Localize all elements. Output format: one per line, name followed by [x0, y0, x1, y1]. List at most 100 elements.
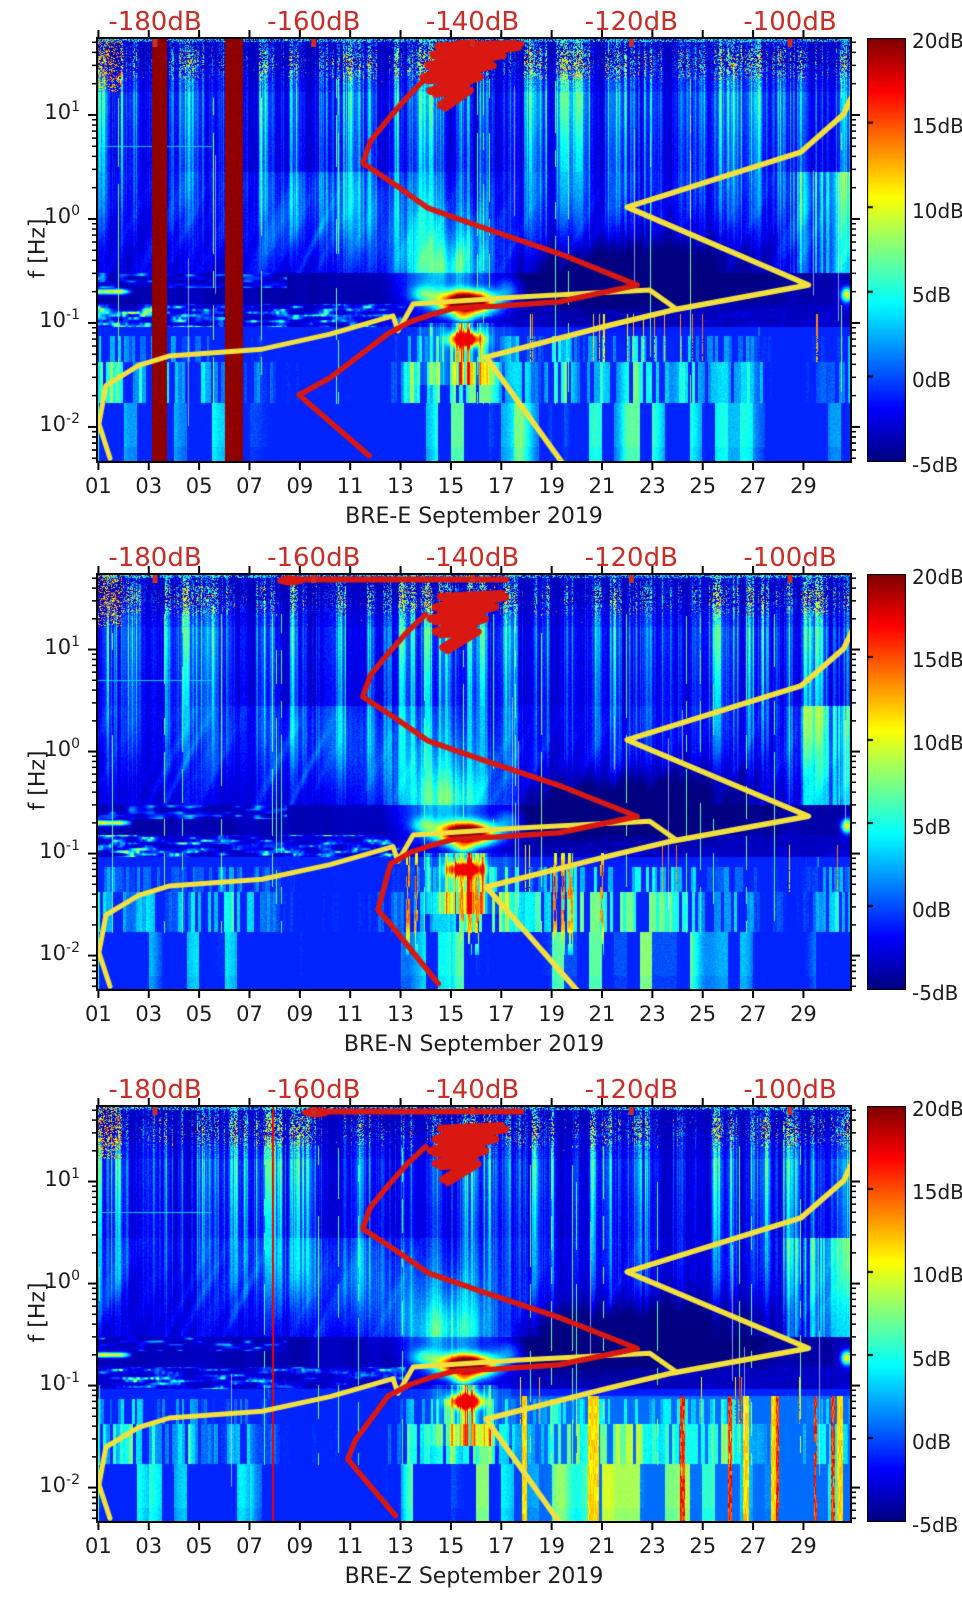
spectrogram-canvas-bre-n: [97, 574, 851, 990]
y-tick-exp: 0: [71, 735, 80, 752]
colorbar-tick-label: 0dB: [912, 897, 952, 922]
y-tick-major-right: [851, 217, 860, 220]
y-tick-minor: [92, 857, 97, 859]
x-tick-label: 03: [135, 1002, 163, 1026]
colorbar: [867, 1106, 906, 1522]
x-tick: [248, 462, 251, 470]
x-tick-label: 09: [286, 1002, 314, 1026]
x-tick-label: 03: [135, 474, 163, 498]
colorbar-tick-label: 5dB: [912, 1346, 952, 1371]
colorbar-tick-label: 20dB: [912, 565, 962, 589]
x-tick-top: [550, 566, 553, 574]
y-tick-base: 10: [39, 411, 67, 436]
top-axis-label: -140dB: [425, 7, 520, 37]
y-tick-minor-right: [851, 51, 856, 54]
x-tick-top: [97, 30, 100, 38]
x-tick-label: 29: [790, 474, 817, 498]
y-tick-minor-right: [851, 720, 856, 722]
x-tick-label: 29: [790, 1534, 817, 1558]
y-tick-minor: [92, 600, 97, 602]
x-tick-label: 13: [387, 1002, 414, 1026]
x-tick-top: [147, 30, 150, 38]
y-tick-minor-right: [851, 145, 856, 148]
y-tick-minor-right: [851, 671, 856, 673]
x-tick: [248, 990, 251, 998]
y-tick-minor-right: [851, 41, 856, 44]
y-tick-exp: -2: [66, 939, 80, 956]
y-tick-minor: [92, 868, 97, 871]
y-tick-minor: [92, 249, 97, 252]
y-tick-minor: [92, 1509, 97, 1511]
y-tick-minor: [92, 1517, 97, 1520]
y-tick-base: 10: [39, 1370, 67, 1395]
y-tick-major-right: [851, 852, 860, 855]
y-tick-major: [88, 1282, 97, 1285]
y-tick-minor-right: [851, 1305, 856, 1307]
y-tick-minor: [92, 862, 97, 865]
x-tick-label: 17: [487, 1002, 515, 1026]
top-axis-label: -120dB: [584, 543, 678, 573]
y-tick-label: 100: [22, 203, 80, 228]
y-tick-minor: [92, 964, 97, 967]
y-tick-minor-right: [851, 600, 856, 602]
y-tick-minor: [92, 130, 97, 132]
y-tick-minor-right: [851, 353, 856, 356]
y-tick-minor: [92, 970, 97, 973]
x-tick: [601, 462, 603, 470]
x-tick: [550, 990, 553, 998]
y-tick-minor-right: [851, 1400, 856, 1403]
y-tick-minor: [92, 1425, 97, 1427]
x-tick-label: 15: [437, 474, 465, 498]
x-tick: [802, 1522, 805, 1530]
y-tick-minor-right: [851, 1509, 856, 1511]
x-tick-label: 09: [286, 474, 314, 498]
y-tick-exp: -2: [66, 1471, 80, 1488]
x-tick-top: [802, 30, 805, 38]
y-tick-minor: [92, 618, 97, 620]
y-tick-minor-right: [851, 249, 856, 252]
y-tick-minor: [92, 1109, 97, 1111]
x-tick: [500, 462, 503, 470]
x-tick: [752, 462, 755, 470]
x-tick-label: 05: [185, 1002, 213, 1026]
y-tick-base: 10: [39, 1472, 67, 1497]
y-tick-minor-right: [851, 186, 856, 189]
axes-frame: [88, 566, 860, 998]
x-tick-top: [147, 566, 150, 574]
y-tick-minor-right: [851, 1407, 856, 1409]
y-tick-minor-right: [851, 449, 856, 451]
x-tick-label: 21: [588, 1002, 616, 1026]
y-tick-minor: [92, 1119, 97, 1121]
y-tick-minor-right: [851, 430, 856, 433]
y-tick-minor-right: [851, 241, 856, 243]
y-tick-minor-right: [851, 1394, 856, 1397]
x-tick-top: [399, 566, 402, 574]
x-tick: [651, 1522, 654, 1530]
y-tick-label: 10-2: [22, 940, 80, 965]
x-tick: [449, 1522, 452, 1530]
colorbar-tick-label: 15dB: [912, 648, 962, 673]
y-tick-label: 10-1: [22, 307, 80, 332]
y-tick-minor: [92, 1394, 97, 1397]
y-tick-minor-right: [851, 338, 856, 340]
x-tick-top: [248, 30, 251, 38]
y-tick-major: [88, 217, 97, 220]
x-tick-top: [651, 566, 654, 574]
x-tick: [701, 990, 704, 998]
y-tick-minor-right: [851, 702, 856, 704]
top-axis-label: -160dB: [267, 1075, 361, 1105]
y-tick-minor: [92, 653, 97, 655]
y-tick-minor-right: [851, 773, 856, 775]
y-tick-exp: 0: [71, 202, 80, 219]
plot-border: [96, 573, 852, 991]
colorbar-tick-label: -5dB: [912, 981, 959, 1005]
x-axis-title: BRE-Z September 2019: [344, 1564, 604, 1589]
x-tick: [198, 462, 201, 470]
y-tick-minor: [92, 720, 97, 722]
y-tick-minor: [92, 338, 97, 340]
x-tick-top: [298, 566, 301, 574]
x-tick-label: 11: [336, 1002, 364, 1026]
y-tick-minor-right: [851, 618, 856, 620]
y-tick-base: 10: [44, 203, 72, 228]
x-tick-label: 25: [689, 474, 717, 498]
